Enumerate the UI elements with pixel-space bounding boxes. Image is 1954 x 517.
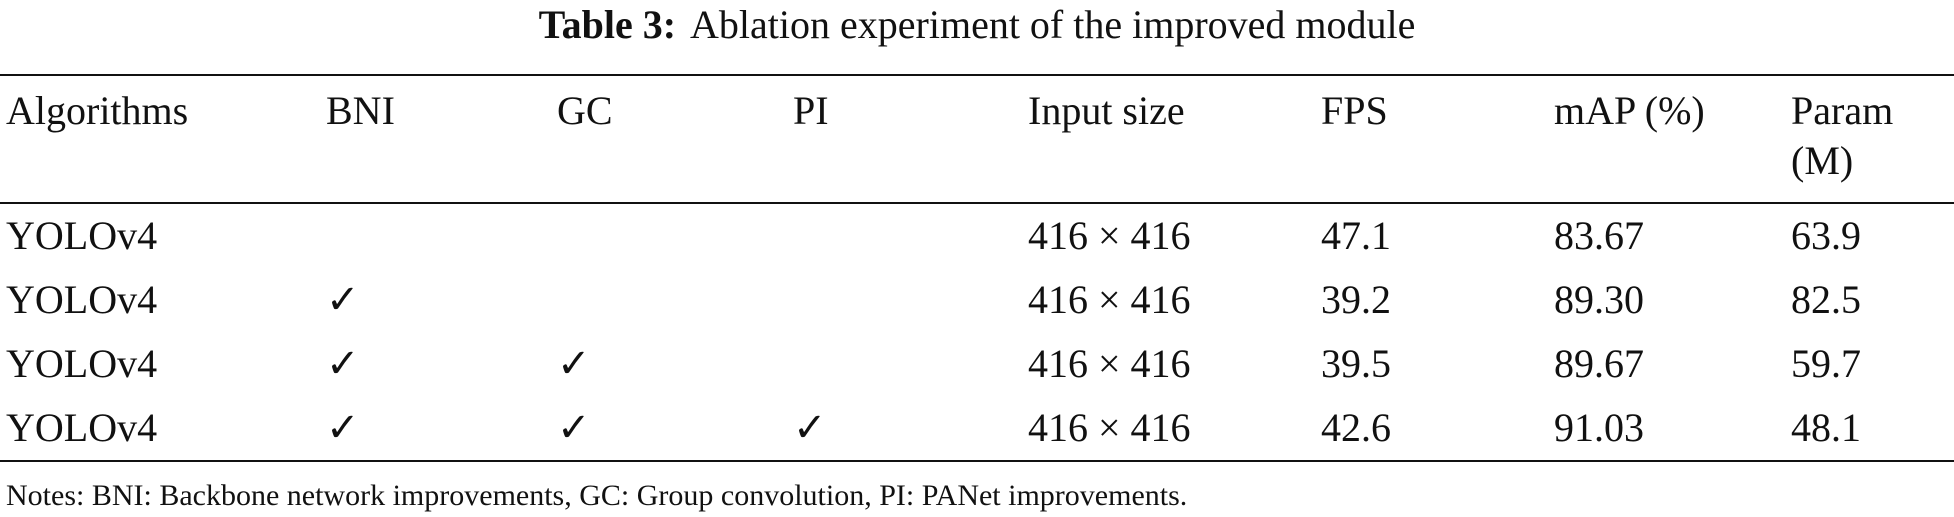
table-cell: 416 × 416: [1028, 341, 1191, 386]
table-cell: [787, 268, 1022, 332]
table-cell: 59.7: [1791, 341, 1861, 386]
header-cell: mAP (%): [1554, 88, 1705, 133]
table-cell: YOLOv4: [6, 213, 158, 258]
header-cell: GC: [557, 88, 613, 133]
header-cell: Algorithms: [6, 88, 189, 133]
table-cell: 89.67: [1554, 341, 1644, 386]
table-cell: 416 × 416: [1028, 405, 1191, 450]
table-cell: ✓: [557, 405, 591, 450]
table-cell: 39.2: [1321, 277, 1391, 322]
table-cell: ✓: [326, 405, 360, 450]
caption-label: Table 3:: [538, 2, 677, 47]
table-cell: ✓: [326, 277, 360, 322]
table-cell: 91.03: [1554, 405, 1644, 450]
table-cell: 416 × 416: [1028, 277, 1191, 322]
header-cell: FPS: [1321, 88, 1388, 133]
table-cell: [551, 268, 787, 332]
table-notes: Notes: BNI: Backbone network improvement…: [6, 479, 1188, 512]
table-header: Algorithms BNI GC PI Input size FPS mAP (%) Par…: [0, 75, 1954, 203]
header-cell: Input size: [1028, 88, 1185, 133]
table-row: YOLOv4 416 × 416 47.1 83.67 63.9: [0, 203, 1954, 268]
header-cell: BNI: [326, 88, 395, 133]
table-cell: 47.1: [1321, 213, 1391, 258]
table-body: YOLOv4 416 × 416 47.1 83.67 63.9 YOLOv4 ✓ 416 ×…: [0, 203, 1954, 461]
table-cell: ✓: [326, 341, 360, 386]
header-cell: Param (M): [1791, 88, 1894, 183]
table-row: YOLOv4 ✓ ✓ 416 × 416 39.5 89.67 59.7: [0, 332, 1954, 396]
table-cell: 63.9: [1791, 213, 1861, 258]
caption-text: Ablation experiment of the improved modu…: [690, 2, 1416, 47]
table-cell: YOLOv4: [6, 405, 158, 450]
header-row: Algorithms BNI GC PI Input size FPS mAP (%) Par…: [0, 75, 1954, 203]
table-cell: [320, 203, 551, 268]
table-cell: [787, 332, 1022, 396]
table-cell: ✓: [793, 405, 827, 450]
table-cell: YOLOv4: [6, 341, 158, 386]
table-cell: 82.5: [1791, 277, 1861, 322]
table-cell: 39.5: [1321, 341, 1391, 386]
table-row: YOLOv4 ✓ 416 × 416 39.2 89.30 82.5: [0, 268, 1954, 332]
table-caption: Table 3: Ablation experiment of the impro…: [0, 0, 1954, 50]
table-cell: 42.6: [1321, 405, 1391, 450]
ablation-table: Algorithms BNI GC PI Input size FPS mAP (%) Par…: [0, 74, 1954, 462]
table-cell: 48.1: [1791, 405, 1861, 450]
table-cell: YOLOv4: [6, 277, 158, 322]
table-cell: 83.67: [1554, 213, 1644, 258]
table-cell: 89.30: [1554, 277, 1644, 322]
table-row: YOLOv4 ✓ ✓ ✓ 416 × 416 42.6 91.03 48.1: [0, 396, 1954, 461]
header-cell: PI: [793, 88, 829, 133]
table-cell: [551, 203, 787, 268]
table-cell: [787, 203, 1022, 268]
table-cell: 416 × 416: [1028, 213, 1191, 258]
table-cell: ✓: [557, 341, 591, 386]
